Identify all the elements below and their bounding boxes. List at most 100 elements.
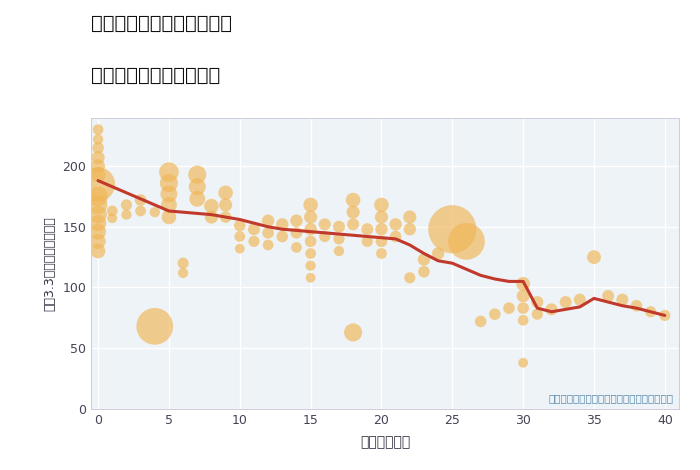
Point xyxy=(404,274,415,282)
Point xyxy=(234,222,246,229)
Point xyxy=(305,250,316,257)
Point xyxy=(631,302,642,309)
Point xyxy=(347,196,358,204)
Point xyxy=(574,296,585,304)
Y-axis label: 坪（3.3㎡）単価（万円）: 坪（3.3㎡）単価（万円） xyxy=(43,216,57,311)
Point xyxy=(546,306,557,313)
X-axis label: 築年数（年）: 築年数（年） xyxy=(360,435,410,449)
Point xyxy=(305,262,316,269)
Point xyxy=(262,217,274,225)
Point xyxy=(419,268,430,275)
Point xyxy=(248,238,260,245)
Point xyxy=(603,292,614,300)
Point xyxy=(517,359,528,367)
Point xyxy=(178,269,189,277)
Point xyxy=(517,316,528,324)
Point xyxy=(234,245,246,252)
Point xyxy=(305,213,316,221)
Point xyxy=(220,189,231,196)
Point xyxy=(92,247,104,255)
Point xyxy=(362,238,373,245)
Point xyxy=(589,253,600,261)
Point xyxy=(319,233,330,240)
Point xyxy=(92,211,104,219)
Point xyxy=(92,228,104,235)
Point xyxy=(163,201,174,209)
Point xyxy=(92,154,104,161)
Point xyxy=(135,207,146,215)
Point xyxy=(121,201,132,209)
Point xyxy=(163,213,174,221)
Point xyxy=(347,209,358,216)
Point xyxy=(659,312,671,319)
Point xyxy=(517,305,528,312)
Point xyxy=(192,195,203,203)
Point xyxy=(220,213,231,221)
Point xyxy=(248,226,260,233)
Point xyxy=(347,329,358,336)
Point xyxy=(192,171,203,178)
Point xyxy=(433,250,444,257)
Point xyxy=(92,171,104,178)
Point xyxy=(517,292,528,300)
Point xyxy=(92,180,104,188)
Point xyxy=(376,226,387,233)
Point xyxy=(333,223,344,231)
Text: 東京都小金井市貫井南町の: 東京都小金井市貫井南町の xyxy=(91,14,232,33)
Point xyxy=(390,233,401,240)
Point xyxy=(92,193,104,200)
Point xyxy=(206,203,217,210)
Point xyxy=(149,209,160,216)
Point xyxy=(262,229,274,236)
Point xyxy=(376,201,387,209)
Point xyxy=(206,213,217,221)
Point xyxy=(617,296,628,304)
Point xyxy=(376,213,387,221)
Point xyxy=(376,238,387,245)
Point xyxy=(333,247,344,255)
Point xyxy=(376,250,387,257)
Point xyxy=(290,243,302,251)
Point xyxy=(276,233,288,240)
Point xyxy=(178,259,189,267)
Point xyxy=(333,235,344,243)
Point xyxy=(290,217,302,225)
Point xyxy=(121,211,132,219)
Point xyxy=(163,179,174,187)
Point xyxy=(92,201,104,209)
Point xyxy=(305,201,316,209)
Point xyxy=(92,126,104,133)
Point xyxy=(92,135,104,143)
Text: 築年数別中古戸建て価格: 築年数別中古戸建て価格 xyxy=(91,66,220,85)
Point xyxy=(135,196,146,204)
Point xyxy=(404,213,415,221)
Point xyxy=(489,310,500,318)
Point xyxy=(234,233,246,240)
Point xyxy=(305,226,316,233)
Point xyxy=(92,219,104,227)
Point xyxy=(532,310,543,318)
Point xyxy=(475,318,486,325)
Point xyxy=(305,238,316,245)
Point xyxy=(447,226,458,233)
Point xyxy=(106,207,118,215)
Point xyxy=(192,183,203,190)
Point xyxy=(517,280,528,288)
Point xyxy=(319,220,330,228)
Point xyxy=(149,322,160,330)
Point xyxy=(163,190,174,198)
Point xyxy=(262,241,274,249)
Point xyxy=(106,214,118,222)
Point xyxy=(92,162,104,170)
Text: 円の大きさは、取引のあった物件面積を示す: 円の大きさは、取引のあった物件面積を示す xyxy=(548,393,673,403)
Point xyxy=(362,226,373,233)
Point xyxy=(503,305,514,312)
Point xyxy=(419,256,430,263)
Point xyxy=(347,220,358,228)
Point xyxy=(92,144,104,152)
Point xyxy=(404,226,415,233)
Point xyxy=(305,274,316,282)
Point xyxy=(532,298,543,306)
Point xyxy=(560,298,571,306)
Point xyxy=(290,229,302,236)
